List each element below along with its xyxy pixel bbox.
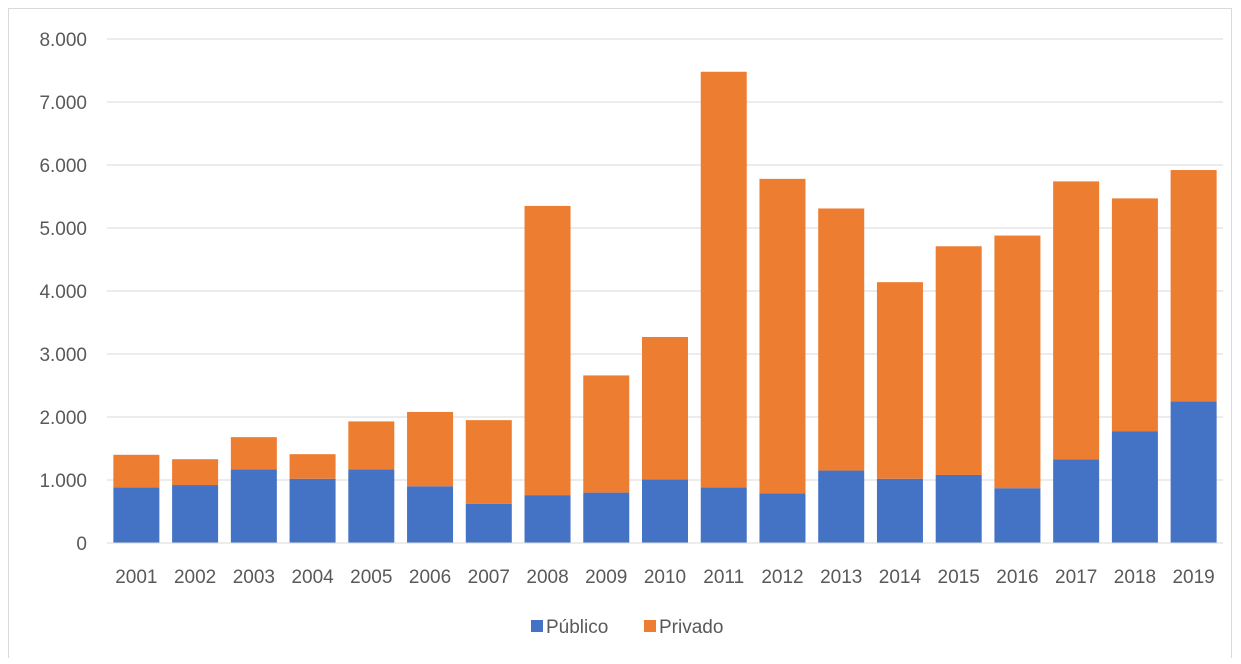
x-tick-label: 2009 xyxy=(585,567,627,588)
bar-publico-2005 xyxy=(348,469,395,543)
bar-privado-2018 xyxy=(1111,198,1158,432)
x-tick-label: 2010 xyxy=(644,567,686,588)
bar-privado-2013 xyxy=(818,208,865,471)
bar-publico-2012 xyxy=(759,493,806,543)
bar-publico-2015 xyxy=(935,474,982,543)
bar-privado-2007 xyxy=(465,420,512,504)
x-tick-label: 2003 xyxy=(233,567,275,588)
x-tick-label: 2007 xyxy=(468,567,510,588)
bar-privado-2014 xyxy=(876,282,923,479)
bar-publico-2017 xyxy=(1053,459,1100,543)
bar-privado-2002 xyxy=(172,459,219,486)
chart-frame: 0 1.000 2.000 3.000 4.000 5.000 6.000 7.000 8.00… xyxy=(8,8,1232,658)
bar-privado-2009 xyxy=(583,375,630,493)
y-axis: 0 1.000 2.000 3.000 4.000 5.000 6.000 7.000 8.00… xyxy=(39,30,87,555)
bar-publico-2018 xyxy=(1111,431,1158,543)
y-tick-label: 7.000 xyxy=(39,93,87,114)
y-tick-label: 1.000 xyxy=(39,471,87,492)
x-tick-label: 2017 xyxy=(1055,567,1097,588)
bar-privado-2019 xyxy=(1170,170,1217,402)
x-tick-label: 2004 xyxy=(291,567,334,588)
bar-privado-2010 xyxy=(642,336,688,480)
y-tick-label: 0 xyxy=(76,534,87,555)
bar-privado-2001 xyxy=(113,454,160,488)
bar-publico-2007 xyxy=(465,503,512,543)
y-tick-label: 8.000 xyxy=(39,30,87,51)
bar-privado-2012 xyxy=(759,178,806,494)
bar-publico-2001 xyxy=(113,487,160,543)
x-tick-label: 2008 xyxy=(526,567,568,588)
y-tick-label: 5.000 xyxy=(39,219,87,240)
legend-swatch-publico xyxy=(531,620,543,632)
stacked-bar-chart: 0 1.000 2.000 3.000 4.000 5.000 6.000 7.000 8.00… xyxy=(39,30,1223,638)
bar-publico-2010 xyxy=(642,479,688,543)
y-tick-label: 2.000 xyxy=(39,408,87,429)
bar-publico-2016 xyxy=(994,488,1041,543)
bar-publico-2008 xyxy=(524,495,571,543)
bar-publico-2013 xyxy=(818,470,865,543)
bar-publico-2009 xyxy=(583,492,630,543)
bar-publico-2003 xyxy=(230,469,277,543)
bar-publico-2019 xyxy=(1170,401,1217,543)
x-tick-label: 2019 xyxy=(1172,567,1214,588)
x-axis: 2001 2002 2003 2004 2005 2006 2007 2008 2009 2010… xyxy=(107,542,1223,588)
bar-privado-2003 xyxy=(230,437,277,470)
x-tick-label: 2014 xyxy=(879,567,922,588)
bar-privado-2015 xyxy=(935,246,982,475)
legend-swatch-privado xyxy=(644,620,656,632)
y-tick-label: 3.000 xyxy=(39,345,87,366)
x-tick-label: 2018 xyxy=(1114,567,1156,588)
bar-privado-2008 xyxy=(524,205,571,496)
bar-privado-2017 xyxy=(1053,181,1100,460)
bar-privado-2016 xyxy=(994,235,1041,489)
y-tick-label: 6.000 xyxy=(39,156,87,177)
x-tick-label: 2002 xyxy=(174,567,216,588)
x-tick-label: 2016 xyxy=(996,567,1038,588)
bar-privado-2011 xyxy=(700,71,747,488)
bars xyxy=(113,71,1217,543)
bar-privado-2005 xyxy=(348,421,395,470)
x-tick-label: 2013 xyxy=(820,567,862,588)
legend: Público Privado xyxy=(531,617,723,638)
x-tick-label: 2015 xyxy=(938,567,980,588)
y-tick-label: 4.000 xyxy=(39,282,87,303)
bar-privado-2004 xyxy=(289,454,336,479)
legend-label-publico: Público xyxy=(546,617,608,638)
x-tick-label: 2005 xyxy=(350,567,392,588)
legend-label-privado: Privado xyxy=(659,617,723,638)
bar-publico-2014 xyxy=(876,478,923,543)
x-tick-label: 2001 xyxy=(115,567,157,588)
x-tick-label: 2006 xyxy=(409,567,451,588)
bar-publico-2006 xyxy=(407,486,454,543)
x-tick-label: 2012 xyxy=(761,567,803,588)
x-tick-label: 2011 xyxy=(703,567,744,588)
bar-publico-2011 xyxy=(700,487,747,543)
bar-publico-2002 xyxy=(172,485,219,543)
bar-publico-2004 xyxy=(289,478,336,543)
bar-privado-2006 xyxy=(407,411,454,487)
